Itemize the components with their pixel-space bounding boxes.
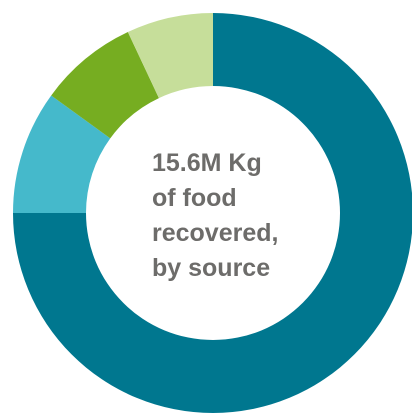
donut-slice-2	[13, 95, 111, 213]
chart-title-line-1: 15.6M Kg	[152, 149, 262, 177]
chart-title-line-4: by source	[152, 254, 271, 282]
donut-slice-4	[127, 13, 213, 99]
donut-slice-1	[13, 13, 412, 413]
chart-title-line-2: of food	[152, 184, 237, 212]
donut-slice-3	[51, 32, 159, 139]
chart-title: 15.6M Kg of food recovered, by source	[152, 146, 312, 286]
chart-title-line-3: recovered,	[152, 219, 279, 247]
